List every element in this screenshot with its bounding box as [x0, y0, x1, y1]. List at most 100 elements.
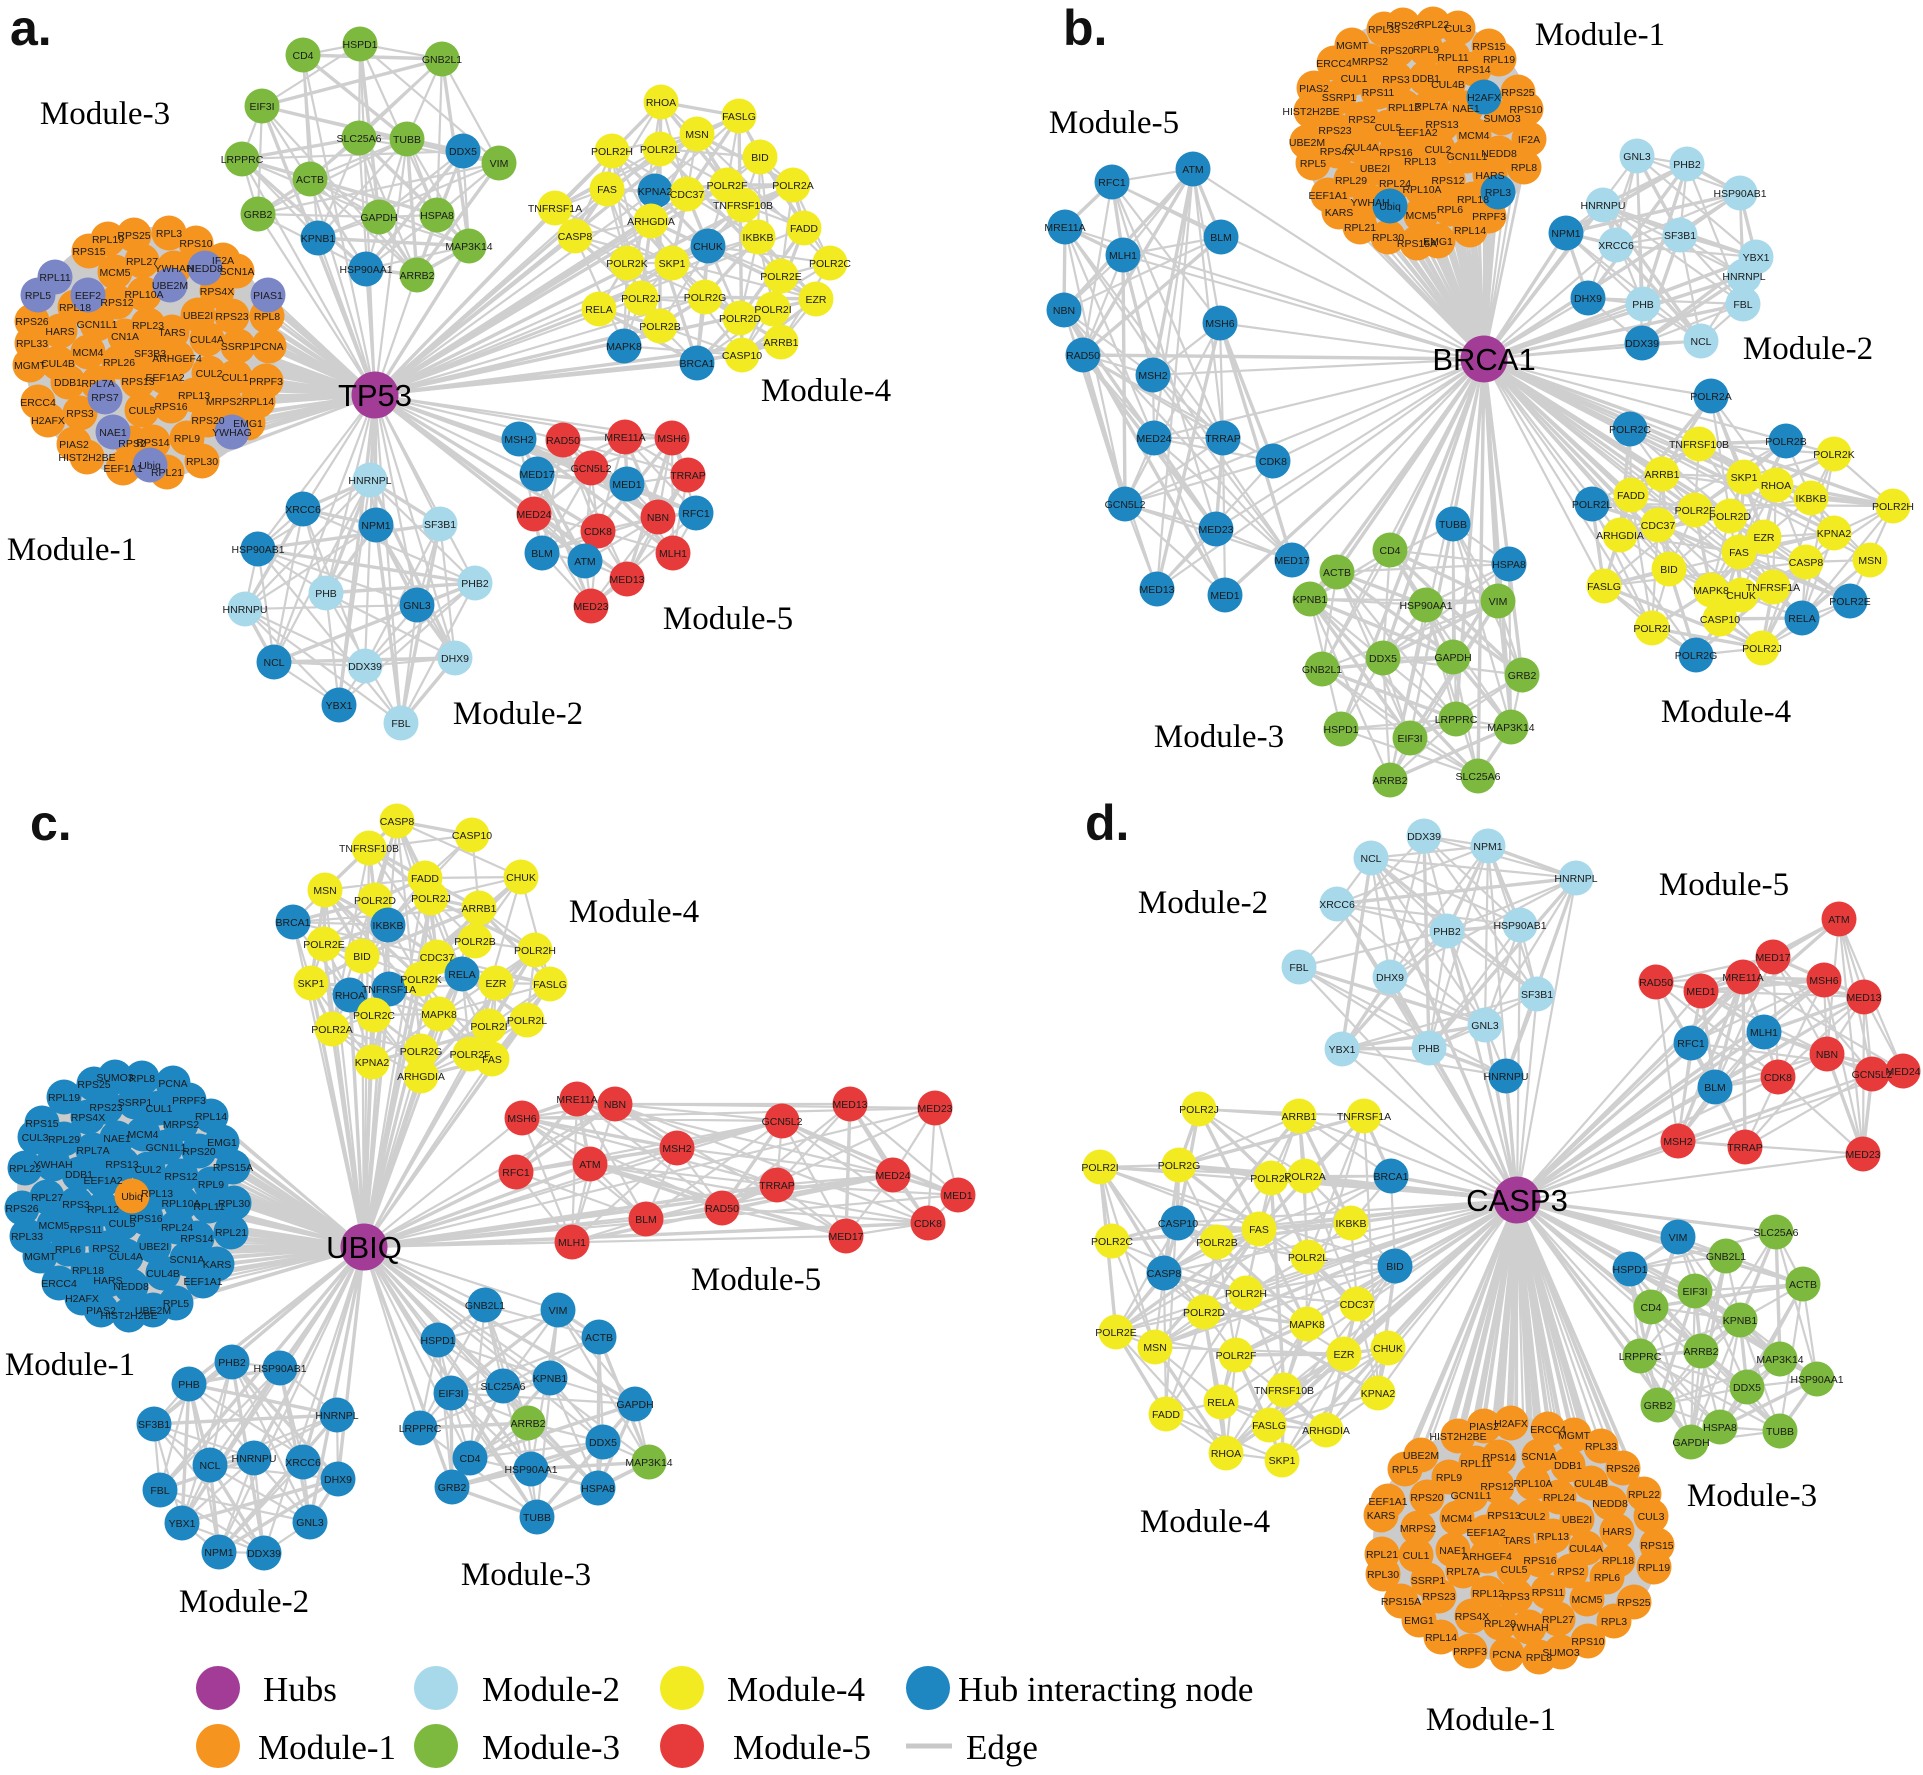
svg-text:UBE2I: UBE2I: [139, 1241, 169, 1253]
svg-text:NBN: NBN: [1053, 305, 1075, 317]
svg-text:POLR2D: POLR2D: [719, 313, 761, 325]
svg-text:HIST2H2BE: HIST2H2BE: [1282, 106, 1339, 118]
svg-text:CUL3: CUL3: [1638, 1511, 1665, 1523]
svg-text:EIF3I: EIF3I: [438, 1388, 463, 1400]
svg-text:POLR2D: POLR2D: [354, 895, 396, 907]
svg-text:PIAS1: PIAS1: [253, 290, 283, 302]
svg-text:RPS14: RPS14: [180, 1233, 213, 1245]
svg-text:HNRNPU: HNRNPU: [1581, 200, 1626, 212]
svg-text:a.: a.: [10, 0, 52, 56]
svg-text:RPS11: RPS11: [1532, 1587, 1565, 1599]
svg-text:SKP1: SKP1: [298, 978, 325, 990]
svg-text:ATM: ATM: [579, 1159, 600, 1171]
svg-text:PHB: PHB: [315, 588, 337, 600]
svg-text:SUMO3: SUMO3: [96, 1072, 134, 1084]
svg-text:RPS14: RPS14: [136, 437, 169, 449]
svg-text:NAE1: NAE1: [1452, 103, 1480, 115]
svg-text:RPS11: RPS11: [1362, 87, 1395, 99]
svg-text:HSP90AB1: HSP90AB1: [1493, 920, 1546, 932]
svg-text:ATM: ATM: [574, 556, 595, 568]
svg-text:CDK8: CDK8: [1259, 456, 1287, 468]
svg-text:MSH2: MSH2: [1663, 1136, 1692, 1148]
svg-text:BLM: BLM: [1704, 1082, 1726, 1094]
svg-text:RPL7A: RPL7A: [81, 378, 114, 390]
svg-text:RPL30: RPL30: [1367, 1569, 1399, 1581]
svg-text:RAD50: RAD50: [546, 435, 580, 447]
svg-text:POLR2I: POLR2I: [1633, 623, 1670, 635]
svg-text:EEF1A2: EEF1A2: [1398, 127, 1437, 139]
svg-text:ARRB2: ARRB2: [399, 270, 434, 282]
svg-text:RPS20: RPS20: [1380, 45, 1413, 57]
svg-text:ARRB1: ARRB1: [1644, 469, 1679, 481]
svg-text:Module-2: Module-2: [453, 696, 583, 732]
svg-text:POLR2J: POLR2J: [1742, 643, 1782, 655]
svg-text:RPS20: RPS20: [191, 415, 224, 427]
svg-text:RPS26: RPS26: [1386, 20, 1419, 32]
svg-text:RPL30: RPL30: [1372, 232, 1404, 244]
svg-text:DDB1: DDB1: [1554, 1460, 1582, 1472]
svg-text:Module-4: Module-4: [1140, 1504, 1270, 1540]
svg-text:RPL11: RPL11: [1437, 52, 1468, 64]
svg-text:RPL3: RPL3: [156, 228, 182, 240]
svg-text:ARRB1: ARRB1: [763, 337, 798, 349]
svg-text:DHX9: DHX9: [441, 653, 469, 665]
svg-text:RPS23: RPS23: [1318, 125, 1351, 137]
svg-text:RHOA: RHOA: [646, 97, 676, 109]
svg-text:HNRNPU: HNRNPU: [1484, 1071, 1529, 1083]
svg-text:MCM4: MCM4: [128, 1129, 159, 1141]
svg-text:RPL9: RPL9: [1436, 1472, 1462, 1484]
svg-text:RPL33: RPL33: [16, 338, 48, 350]
svg-text:CD4: CD4: [1640, 1302, 1661, 1314]
svg-text:RPL10A: RPL10A: [1513, 1478, 1552, 1490]
svg-text:RPS10: RPS10: [1509, 104, 1542, 116]
svg-text:MCM4: MCM4: [1442, 1513, 1473, 1525]
svg-text:RFC1: RFC1: [502, 1167, 530, 1179]
svg-text:CUL4B: CUL4B: [1431, 79, 1465, 91]
svg-text:RPL33: RPL33: [11, 1231, 43, 1243]
svg-text:VIM: VIM: [1489, 596, 1508, 608]
svg-text:RPS15: RPS15: [25, 1118, 58, 1130]
svg-text:RPL8: RPL8: [129, 1073, 155, 1085]
svg-text:TNFRSF1A: TNFRSF1A: [1337, 1111, 1391, 1123]
svg-text:KPNA2: KPNA2: [355, 1057, 390, 1069]
svg-text:Module-2: Module-2: [1743, 331, 1873, 367]
svg-text:POLR2H: POLR2H: [1225, 1288, 1267, 1300]
svg-text:HIST2H2BE: HIST2H2BE: [58, 452, 115, 464]
svg-text:SF3B1: SF3B1: [1521, 989, 1553, 1001]
svg-text:MED1: MED1: [612, 479, 641, 491]
svg-text:RPS14: RPS14: [1482, 1452, 1515, 1464]
svg-text:MAP3K14: MAP3K14: [625, 1457, 672, 1469]
svg-text:HSPA8: HSPA8: [1492, 559, 1526, 571]
svg-text:ATM: ATM: [1182, 164, 1203, 176]
svg-text:POLR2G: POLR2G: [400, 1046, 443, 1058]
svg-text:MGMT: MGMT: [24, 1251, 57, 1263]
svg-text:FAS: FAS: [597, 184, 617, 196]
svg-text:RPS26: RPS26: [1606, 1463, 1639, 1475]
svg-text:SLC25A6: SLC25A6: [337, 133, 382, 145]
svg-text:PIAS2: PIAS2: [59, 439, 89, 451]
svg-text:CUL3: CUL3: [22, 1132, 49, 1144]
svg-text:RPL11: RPL11: [1460, 1458, 1491, 1470]
svg-text:POLR2A: POLR2A: [1690, 391, 1731, 403]
svg-text:POLR2C: POLR2C: [1091, 1236, 1133, 1248]
svg-text:SF3B3: SF3B3: [134, 348, 166, 360]
svg-text:CD4: CD4: [292, 50, 313, 62]
svg-text:EIF3I: EIF3I: [249, 101, 274, 113]
svg-text:RELA: RELA: [585, 304, 612, 316]
svg-text:HSPA8: HSPA8: [581, 1483, 615, 1495]
svg-text:NBN: NBN: [647, 512, 669, 524]
svg-text:FBL: FBL: [1289, 962, 1308, 974]
svg-text:Module-3: Module-3: [1154, 719, 1284, 755]
svg-text:MED23: MED23: [573, 601, 608, 613]
svg-text:RPS15A: RPS15A: [1397, 238, 1437, 250]
svg-text:CASP10: CASP10: [1700, 614, 1740, 626]
svg-text:GCN1L1: GCN1L1: [77, 319, 118, 331]
svg-text:MSH2: MSH2: [662, 1143, 691, 1155]
svg-text:XRCC6: XRCC6: [1598, 240, 1634, 252]
svg-text:Module-3: Module-3: [40, 96, 170, 132]
svg-text:ARHGEF4: ARHGEF4: [1462, 1551, 1512, 1563]
svg-text:RPL24: RPL24: [1379, 178, 1411, 190]
svg-text:MED13: MED13: [609, 574, 644, 586]
svg-text:MED13: MED13: [832, 1099, 867, 1111]
svg-text:KPNB1: KPNB1: [1723, 1315, 1758, 1327]
